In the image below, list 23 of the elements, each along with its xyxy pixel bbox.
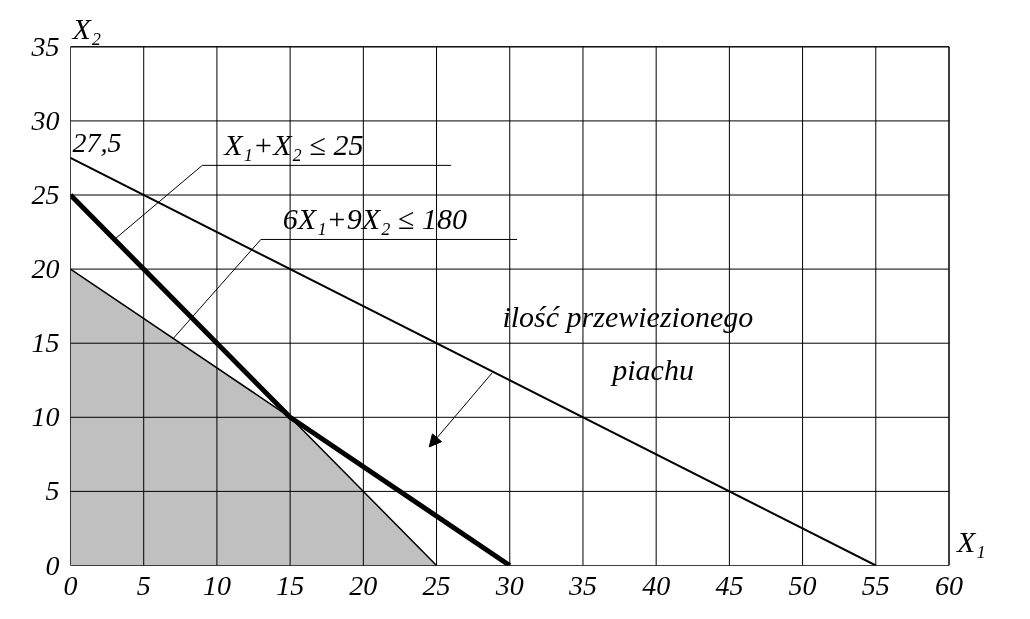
x-tick-label: 50: [788, 569, 817, 601]
x-tick-label: 15: [276, 569, 305, 601]
x-tick-label: 30: [494, 569, 524, 601]
x-tick-label: 35: [567, 569, 597, 601]
x-tick-label: 40: [642, 569, 671, 601]
y-tick-label: 25: [31, 179, 60, 211]
x-tick-label: 20: [349, 569, 378, 601]
y-tick-label: 10: [31, 401, 60, 433]
x-tick-label: 5: [136, 569, 151, 601]
x-tick-label: 45: [715, 569, 744, 601]
y-axis-title: X₂: [71, 11, 102, 45]
y-tick-label: 20: [31, 253, 60, 285]
y-tick-label: 30: [30, 104, 60, 136]
y-tick-label: 15: [31, 327, 60, 359]
annotation: 27,5: [72, 126, 122, 158]
x-tick-label: 10: [202, 569, 231, 601]
x-tick-label: 25: [422, 569, 451, 601]
y-tick-label: 35: [30, 30, 60, 62]
x-tick-label: 60: [935, 569, 963, 601]
x-tick-label: 55: [861, 569, 890, 601]
x-axis-title: X₁: [956, 524, 986, 558]
y-tick-label: 0: [45, 549, 60, 581]
y-tick-label: 5: [45, 475, 60, 507]
